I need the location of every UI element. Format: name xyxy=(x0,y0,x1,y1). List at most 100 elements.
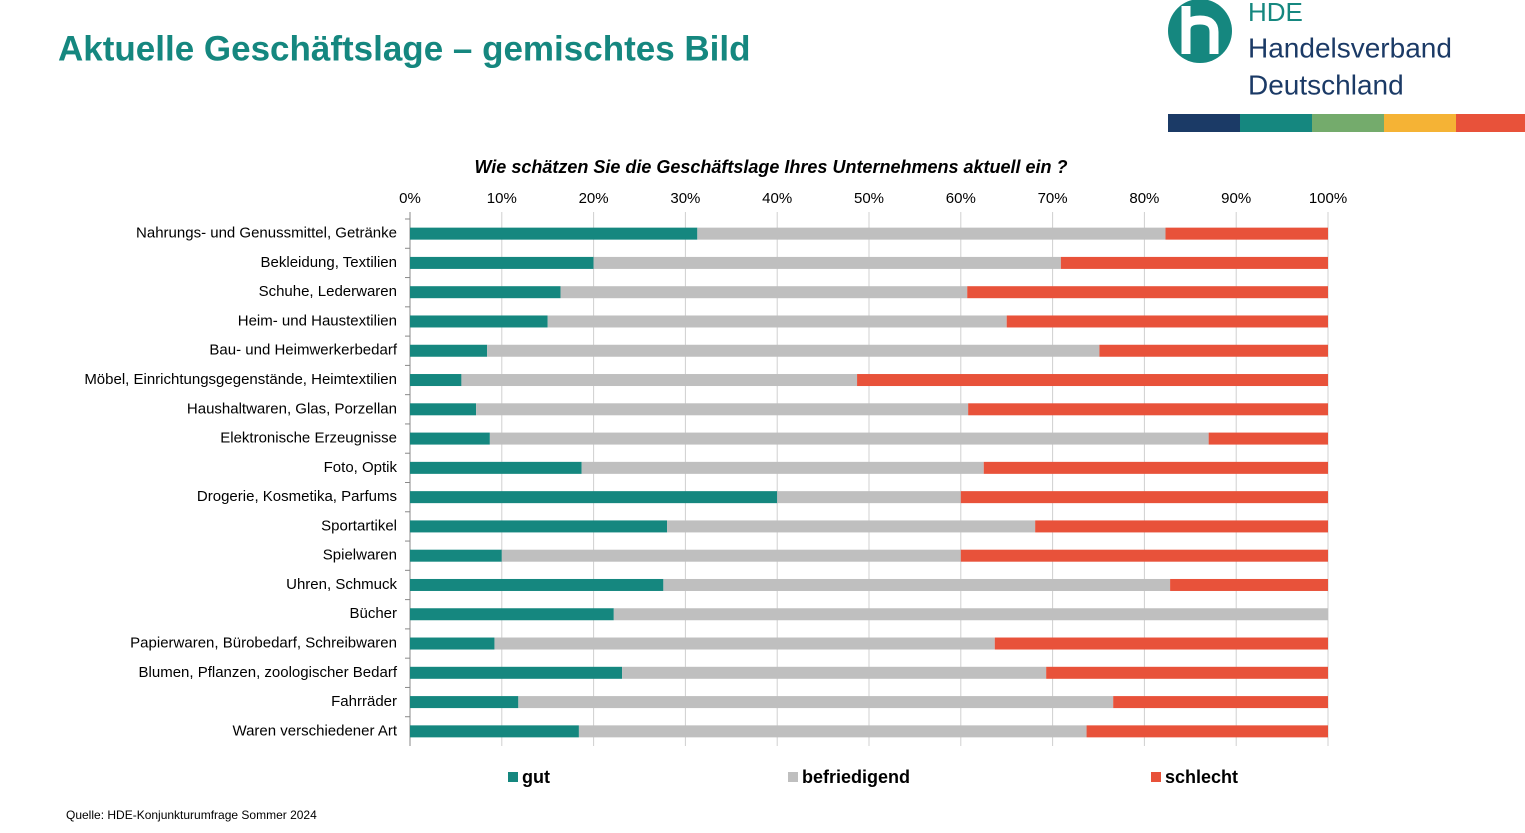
bar-segment xyxy=(461,374,858,387)
bar-segment xyxy=(960,491,1328,504)
bar-segment xyxy=(410,256,594,269)
legend-swatch xyxy=(788,772,798,782)
x-tick-label: 0% xyxy=(399,190,421,207)
bar-segment xyxy=(1046,666,1328,679)
legend-label: schlecht xyxy=(1165,767,1238,787)
bar-segment xyxy=(410,227,698,240)
y-tick-label: Waren verschiedener Art xyxy=(232,722,397,739)
logo-h xyxy=(1181,6,1219,54)
y-tick-label: Haushaltwaren, Glas, Porzellan xyxy=(187,400,397,417)
bar-segment xyxy=(960,549,1328,562)
bar-segment xyxy=(410,549,502,562)
legend-swatch xyxy=(1151,772,1161,782)
bar-segment xyxy=(983,461,1328,474)
x-tick-label: 10% xyxy=(487,190,517,207)
x-tick-label: 40% xyxy=(762,190,792,207)
chart-title: Wie schätzen Sie die Geschäftslage Ihres… xyxy=(474,157,1067,177)
bar-segment xyxy=(410,578,664,591)
source: Quelle: HDE-Konjunkturumfrage Sommer 202… xyxy=(66,808,317,822)
plot: 0% 10% 20% 30% 40% 50% 60% 70% 80% 90% 100% Nahrung… xyxy=(84,190,1347,787)
logo-stripe xyxy=(1240,114,1312,132)
bar-segment xyxy=(663,578,1171,591)
bar-segment xyxy=(410,344,488,357)
y-tick-label: Schuhe, Lederwaren xyxy=(259,283,397,300)
bar-segment xyxy=(487,344,1100,357)
bar-segment xyxy=(581,461,984,474)
y-tick-label: Möbel, Einrichtungsgegenstände, Heimtext… xyxy=(84,371,397,388)
x-tick-label: 60% xyxy=(946,190,976,207)
y-tick-label: Uhren, Schmuck xyxy=(286,576,397,593)
bar-segment xyxy=(410,725,579,738)
bar-segment xyxy=(967,286,1328,299)
logo-stripe xyxy=(1312,114,1384,132)
logo-stripe xyxy=(1456,114,1525,132)
legend-swatch xyxy=(508,772,518,782)
bar-segment xyxy=(1035,520,1328,533)
bar-segment xyxy=(994,637,1328,650)
bar-segment xyxy=(560,286,968,299)
x-tick-label: 50% xyxy=(854,190,884,207)
bar-segment xyxy=(1165,227,1328,240)
y-tick-label: Bücher xyxy=(349,605,397,622)
y-tick-label: Bau- und Heimwerkerbedarf xyxy=(209,342,397,359)
bar-segment xyxy=(578,725,1087,738)
bar-segment xyxy=(410,520,668,533)
logo-stripe xyxy=(1384,114,1456,132)
bar-segment xyxy=(613,608,1328,621)
x-tick-label: 20% xyxy=(579,190,609,207)
bar-segment xyxy=(777,491,961,504)
bar-segment xyxy=(489,432,1209,445)
bar-segment xyxy=(968,403,1328,416)
bar-segment xyxy=(501,549,961,562)
bar-segment xyxy=(1086,725,1328,738)
y-tick-label: Sportartikel xyxy=(321,517,397,534)
bar-segment xyxy=(1208,432,1328,445)
y-tick-label: Blumen, Pflanzen, zoologischer Bedarf xyxy=(139,664,398,681)
x-tick-label: 30% xyxy=(670,190,700,207)
bar-segment xyxy=(410,666,623,679)
y-tick-label: Bekleidung, Textilien xyxy=(261,254,397,271)
bar-segment xyxy=(857,374,1328,387)
logo-stripe xyxy=(1168,114,1240,132)
slide-title: Aktuelle Geschäftslage – gemischtes Bild xyxy=(58,29,750,68)
bar-segment xyxy=(518,696,1114,709)
bar-segment xyxy=(410,696,519,709)
bar-segment xyxy=(593,256,1061,269)
y-tick-label: Heim- und Haustextilien xyxy=(238,312,397,329)
bar-segment xyxy=(410,432,490,445)
x-tick-label: 90% xyxy=(1221,190,1251,207)
bar-segment xyxy=(410,491,778,504)
bar-segment xyxy=(494,637,995,650)
x-tick-label: 70% xyxy=(1038,190,1068,207)
bar-segment xyxy=(410,461,582,474)
logo-line: Deutschland xyxy=(1248,69,1404,100)
y-tick-label: Foto, Optik xyxy=(324,459,398,476)
bar-segment xyxy=(410,608,614,621)
bar-segment xyxy=(1060,256,1328,269)
bar-segment xyxy=(410,286,561,299)
y-tick-label: Spielwaren xyxy=(323,547,397,564)
bar-segment xyxy=(410,315,548,328)
bar-segment xyxy=(667,520,1036,533)
legend-label: gut xyxy=(522,767,550,787)
bar-segment xyxy=(410,637,495,650)
bar-segment xyxy=(1099,344,1328,357)
bar-segment xyxy=(410,403,477,416)
bar-segment xyxy=(1006,315,1328,328)
y-tick-label: Drogerie, Kosmetika, Parfums xyxy=(197,488,397,505)
y-tick-label: Nahrungs- und Genussmittel, Getränke xyxy=(136,225,397,242)
bar-segment xyxy=(547,315,1007,328)
x-tick-label: 80% xyxy=(1129,190,1159,207)
bar-segment xyxy=(476,403,969,416)
logo-mark xyxy=(1168,0,1232,63)
logo-short: HDE xyxy=(1248,0,1303,27)
y-tick-label: Elektronische Erzeugnisse xyxy=(220,430,397,447)
y-tick-label: Fahrräder xyxy=(331,693,397,710)
x-tick-label: 100% xyxy=(1309,190,1347,207)
logo-line: Handelsverband xyxy=(1248,32,1452,63)
bar-segment xyxy=(1170,578,1328,591)
legend-label: befriedigend xyxy=(802,767,910,787)
bar-segment xyxy=(1113,696,1328,709)
bar-segment xyxy=(622,666,1047,679)
